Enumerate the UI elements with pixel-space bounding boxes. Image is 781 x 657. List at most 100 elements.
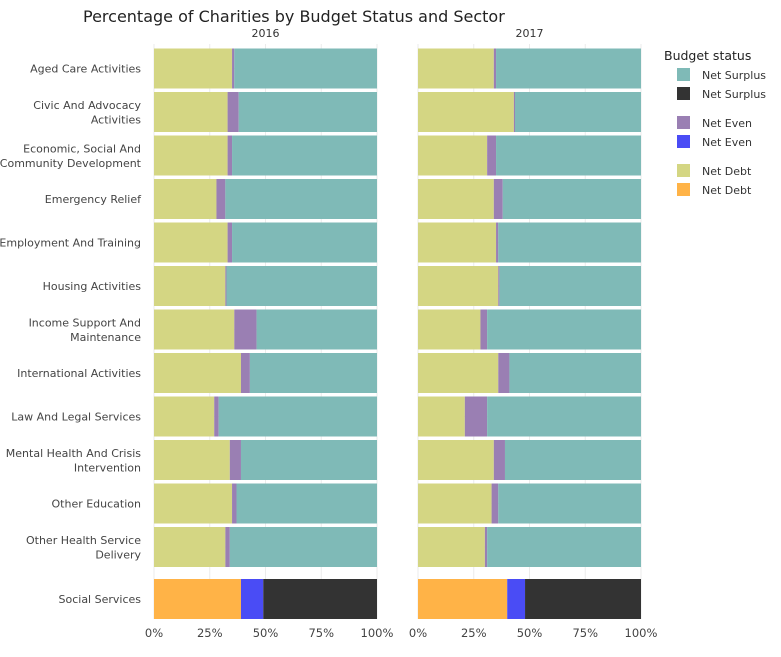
bars: [154, 48, 641, 619]
bar-net-surplus-2016: [238, 92, 377, 132]
bar-net-debt-2016: [154, 579, 241, 619]
legend-swatch: [677, 68, 690, 81]
bar-net-debt-2017: [418, 266, 499, 306]
category-labels: Aged Care Activities Civic And AdvocacyAc…: [0, 63, 142, 607]
bar-net-debt-2017: [418, 353, 499, 393]
x-tick-label: 75%: [308, 626, 334, 640]
category-label: Maintenance: [70, 331, 141, 344]
bar-net-surplus-2017: [487, 396, 641, 437]
category-label: Law And Legal Services: [11, 411, 141, 424]
x-tick-label: 25%: [461, 626, 487, 640]
bar-net-even-2017: [464, 396, 488, 437]
category-label: Community Development: [0, 157, 142, 170]
bar-net-even-2016: [232, 483, 237, 524]
legend-label: Net Even: [702, 136, 752, 149]
bar-net-even-2016: [216, 179, 226, 219]
bar-net-debt-2016: [154, 266, 226, 306]
bar-net-surplus-2017: [509, 353, 641, 393]
bar-net-debt-2017: [418, 222, 497, 263]
x-tick-label: 25%: [197, 626, 223, 640]
bar-net-debt-2016: [154, 527, 226, 567]
x-tick-label: 75%: [572, 626, 598, 640]
bar-net-surplus-2016: [256, 309, 377, 350]
bar-net-surplus-2017: [496, 135, 641, 176]
bar-net-debt-2016: [154, 48, 233, 89]
bar-net-surplus-2017: [504, 440, 641, 480]
bar-net-surplus-2017: [502, 179, 641, 219]
bar-net-surplus-2016: [249, 353, 377, 393]
legend: Budget status Net Surplus Net Surplus Net …: [664, 48, 766, 197]
bar-net-debt-2017: [418, 92, 514, 132]
bar-net-even-2017: [493, 440, 505, 480]
bar-net-debt-2017: [418, 440, 494, 480]
legend-title: Budget status: [664, 48, 751, 63]
bar-net-debt-2017: [418, 396, 465, 437]
x-tick-label: 100%: [625, 626, 658, 640]
bar-net-surplus-2016: [263, 579, 377, 619]
bar-net-even-2017: [480, 309, 488, 350]
legend-label: Net Even: [702, 117, 752, 130]
category-label: Mental Health And Crisis: [6, 447, 141, 460]
category-label: International Activities: [17, 367, 141, 380]
bar-net-debt-2017: [418, 527, 485, 567]
category-label: Economic, Social And: [23, 142, 141, 155]
bar-net-surplus-2016: [229, 527, 377, 567]
category-label: Civic And Advocacy: [33, 99, 141, 112]
bar-net-surplus-2016: [240, 440, 377, 480]
bar-net-surplus-2016: [226, 266, 377, 306]
legend-swatch: [677, 135, 690, 148]
bar-net-even-2016: [214, 396, 219, 437]
bar-net-debt-2017: [418, 483, 492, 524]
bar-net-debt-2016: [154, 440, 230, 480]
x-tick-label: 50%: [253, 626, 279, 640]
bar-net-debt-2016: [154, 135, 228, 176]
bar-net-even-2017: [487, 135, 497, 176]
bar-net-debt-2016: [154, 353, 241, 393]
legend-label: Net Surplus: [702, 88, 766, 101]
bar-net-even-2016: [240, 353, 250, 393]
bar-net-debt-2017: [418, 579, 508, 619]
category-label: Aged Care Activities: [30, 63, 141, 76]
bar-net-surplus-2016: [232, 135, 377, 176]
bar-net-surplus-2016: [232, 222, 377, 263]
category-label: Delivery: [95, 548, 141, 561]
bar-net-even-2016: [229, 440, 241, 480]
bar-net-debt-2017: [418, 179, 494, 219]
category-label: Income Support And: [29, 316, 141, 329]
bar-net-surplus-2017: [525, 579, 641, 619]
facet-label-2016: 2016: [252, 27, 280, 40]
bar-net-even-2017: [496, 222, 499, 263]
legend-label: Net Debt: [702, 165, 752, 178]
bar-net-surplus-2016: [234, 48, 377, 89]
bar-net-surplus-2016: [225, 179, 377, 219]
category-label: Emergency Relief: [45, 193, 142, 206]
bar-net-even-2016: [227, 135, 233, 176]
bar-net-even-2016: [227, 92, 239, 132]
bar-net-debt-2016: [154, 92, 228, 132]
bar-net-debt-2017: [418, 309, 481, 350]
bar-net-even-2017: [493, 48, 497, 89]
legend-swatch: [677, 87, 690, 100]
legend-label: Net Surplus: [702, 69, 766, 82]
bar-net-surplus-2017: [515, 92, 641, 132]
category-label: Other Education: [52, 498, 142, 511]
x-tick-label: 0%: [409, 626, 427, 640]
bar-net-surplus-2017: [487, 527, 641, 567]
bar-net-surplus-2017: [499, 266, 641, 306]
bar-net-even-2016: [225, 527, 230, 567]
bar-net-debt-2016: [154, 396, 215, 437]
category-label: Employment And Training: [0, 237, 141, 250]
bar-net-even-2017: [513, 92, 516, 132]
bar-net-even-2017: [493, 179, 503, 219]
bar-net-even-2017: [498, 266, 500, 306]
chart-title: Percentage of Charities by Budget Status…: [83, 7, 505, 26]
bar-net-even-2017: [507, 579, 526, 619]
x-tick-label: 100%: [361, 626, 394, 640]
facet-label-2017: 2017: [516, 27, 544, 40]
bar-net-even-2016: [240, 579, 264, 619]
legend-label: Net Debt: [702, 184, 752, 197]
bar-net-even-2017: [484, 527, 488, 567]
legend-swatch: [677, 116, 690, 129]
